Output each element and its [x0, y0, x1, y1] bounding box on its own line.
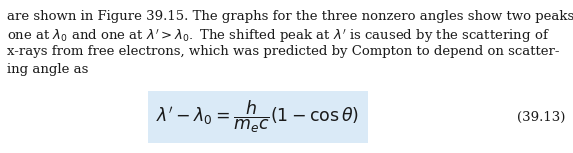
Text: one at $\lambda_0$ and one at $\lambda' > \lambda_0.$ The shifted peak at $\lamb: one at $\lambda_0$ and one at $\lambda' …: [7, 28, 550, 45]
Text: $\lambda' - \lambda_0 = \dfrac{h}{m_e c}(1 - \cos\theta)$: $\lambda' - \lambda_0 = \dfrac{h}{m_e c}…: [156, 99, 360, 135]
Text: x-rays from free electrons, which was predicted by Compton to depend on scatter-: x-rays from free electrons, which was pr…: [7, 45, 559, 58]
Text: (39.13): (39.13): [517, 110, 565, 123]
FancyBboxPatch shape: [148, 91, 368, 143]
Text: ing angle as: ing angle as: [7, 62, 88, 75]
Text: are shown in Figure 39.15. The graphs for the three nonzero angles show two peak: are shown in Figure 39.15. The graphs fo…: [7, 10, 573, 23]
